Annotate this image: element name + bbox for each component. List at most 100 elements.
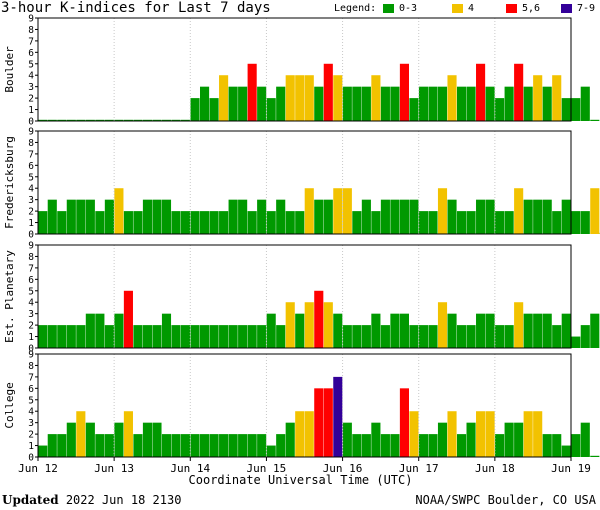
y-tick-label: 8: [28, 252, 34, 263]
bar: [542, 199, 552, 234]
y-tick-label: 3: [28, 195, 34, 206]
bar: [571, 434, 581, 457]
y-tick-label: 2: [28, 430, 34, 441]
bar: [495, 211, 505, 234]
bar: [418, 434, 429, 457]
bar: [456, 434, 467, 457]
bar: [542, 86, 552, 121]
bar: [200, 434, 210, 457]
bar: [428, 211, 438, 234]
bar: [209, 434, 219, 457]
bar: [485, 313, 495, 348]
bar: [476, 199, 486, 234]
bar: [114, 422, 124, 457]
bar: [456, 325, 467, 348]
y-tick-label: 4: [28, 407, 34, 418]
bar: [152, 325, 162, 348]
bar: [171, 119, 181, 121]
y-tick-label: 9: [28, 14, 34, 25]
y-tick-label: 8: [28, 361, 34, 372]
bar: [180, 211, 191, 234]
y-tick-label: 1: [28, 332, 34, 343]
bar: [380, 199, 390, 234]
y-tick-label: 9: [28, 350, 34, 361]
bar: [552, 434, 562, 457]
legend-swatch-4: [452, 4, 463, 13]
y-tick-label: 9: [28, 127, 34, 138]
y-tick-label: 7: [28, 372, 34, 383]
bar: [228, 199, 238, 234]
bar: [295, 411, 305, 457]
bar: [380, 325, 390, 348]
bar: [533, 313, 543, 348]
bar: [590, 119, 600, 121]
bar: [428, 434, 438, 457]
bar: [590, 188, 600, 234]
bar: [200, 211, 210, 234]
bar: [371, 422, 381, 457]
bar: [114, 188, 124, 234]
bar: [418, 211, 429, 234]
bar: [476, 63, 486, 121]
bar: [533, 411, 543, 457]
bar: [85, 313, 95, 348]
bar: [304, 302, 314, 348]
bar: [76, 411, 86, 457]
bar: [437, 302, 448, 348]
bar: [238, 434, 248, 457]
bar: [95, 313, 105, 348]
y-tick-label: 6: [28, 161, 34, 172]
bar: [399, 313, 409, 348]
y-tick-label: 8: [28, 138, 34, 149]
y-tick-label: 7: [28, 263, 34, 274]
bar: [380, 434, 390, 457]
bar: [276, 199, 286, 234]
bar: [352, 325, 362, 348]
bar: [114, 313, 124, 348]
bar: [238, 325, 248, 348]
panel-label-est-planetary: Est. Planetary: [3, 250, 16, 343]
y-tick-label: 2: [28, 94, 34, 105]
panel-label-boulder: Boulder: [3, 46, 16, 93]
bar: [561, 199, 571, 234]
bar: [38, 445, 48, 457]
bar: [466, 422, 476, 457]
bar: [571, 336, 581, 348]
bar: [180, 119, 191, 121]
bar: [466, 211, 476, 234]
bar: [190, 325, 200, 348]
panel-label-college: College: [3, 382, 16, 428]
bar: [323, 63, 333, 121]
bar: [57, 325, 67, 348]
bar: [38, 211, 48, 234]
bar: [171, 325, 181, 348]
bar: [571, 211, 581, 234]
bar: [456, 86, 467, 121]
bar: [371, 211, 381, 234]
bar: [180, 325, 191, 348]
y-tick-label: 4: [28, 298, 34, 309]
bar: [142, 119, 153, 121]
bar: [361, 199, 371, 234]
bar: [514, 422, 524, 457]
bar: [561, 313, 571, 348]
bar: [85, 199, 95, 234]
bar: [238, 199, 248, 234]
y-tick-label: 4: [28, 184, 34, 195]
bar: [285, 302, 295, 348]
bar: [66, 199, 76, 234]
bar: [47, 434, 57, 457]
bar: [533, 75, 543, 121]
bar: [295, 211, 305, 234]
bar: [104, 434, 114, 457]
bar: [247, 434, 257, 457]
bar: [504, 325, 514, 348]
bar: [333, 188, 343, 234]
bar: [304, 411, 314, 457]
bar: [123, 411, 133, 457]
bar: [552, 75, 562, 121]
bar: [152, 119, 162, 121]
bar: [200, 86, 210, 121]
bar: [142, 422, 153, 457]
chart-title: 3-hour K-indices for Last 7 days: [1, 0, 271, 16]
